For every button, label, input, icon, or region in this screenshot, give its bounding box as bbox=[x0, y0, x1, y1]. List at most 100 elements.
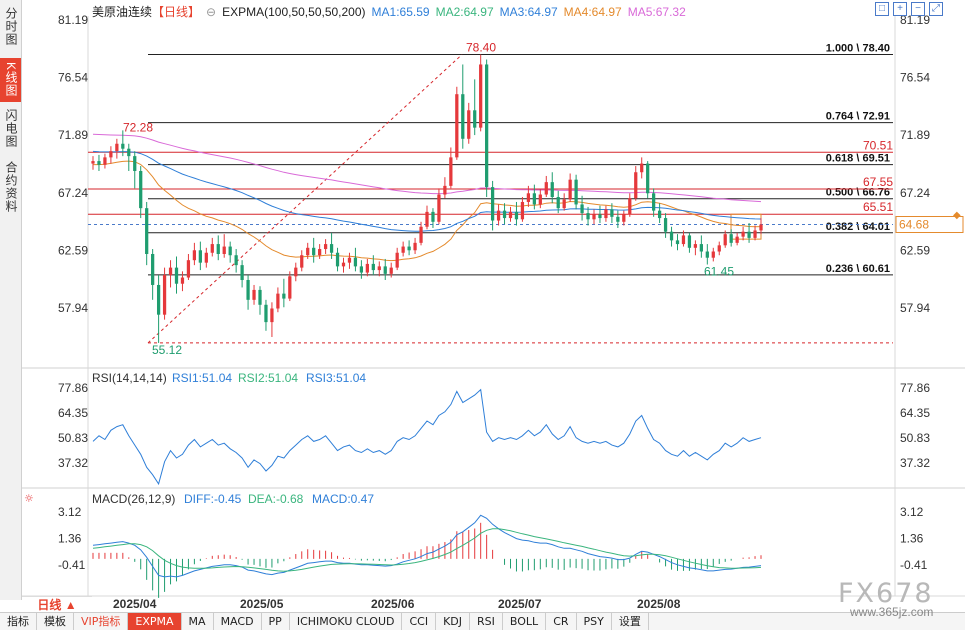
price-tick-left: 57.94 bbox=[58, 301, 88, 315]
rsi-line bbox=[92, 388, 762, 486]
candle-body bbox=[753, 230, 757, 238]
indicator-tab-3[interactable]: EXPMA bbox=[128, 613, 182, 630]
candle-body bbox=[377, 266, 381, 271]
tab-flash-chart[interactable]: 闪电图 bbox=[4, 108, 18, 148]
candle-body bbox=[628, 198, 632, 215]
fib-label: 1.000 \ 78.40 bbox=[826, 43, 890, 55]
candle-body bbox=[723, 234, 727, 246]
indicator-tab-11[interactable]: BOLL bbox=[503, 613, 547, 630]
candle-body bbox=[640, 163, 644, 173]
tab-candlestick[interactable]: K线图 bbox=[0, 58, 21, 102]
indicator-tab-5[interactable]: MACD bbox=[214, 613, 262, 630]
tab-contract-info[interactable]: 合约资料 bbox=[4, 161, 18, 213]
indicator-tab-1[interactable]: 模板 bbox=[37, 613, 74, 630]
rsi-title: RSI(14,14,14) bbox=[92, 371, 167, 385]
high-annotation: 78.40 bbox=[466, 41, 496, 55]
candle-body bbox=[574, 179, 578, 205]
candle-body bbox=[365, 263, 369, 273]
period-button[interactable]: 日线 ▲ bbox=[22, 596, 92, 612]
zoom-in-icon[interactable]: + bbox=[893, 2, 907, 16]
indicator-tab-10[interactable]: RSI bbox=[470, 613, 503, 630]
candle-body bbox=[693, 244, 698, 248]
watermark-brand: FX678 bbox=[838, 578, 934, 609]
rsi-tick-right: 50.83 bbox=[900, 431, 930, 445]
candle-body bbox=[616, 216, 620, 222]
expand-icon[interactable]: ⤢ bbox=[929, 2, 943, 16]
candle-body bbox=[335, 252, 340, 267]
period-label[interactable]: 【日线】 bbox=[152, 5, 201, 19]
candle-body bbox=[652, 193, 656, 211]
watermark-logo: FX678 www.365jz.com bbox=[838, 578, 934, 619]
current-price-tag bbox=[895, 216, 964, 234]
indicator-tab-8[interactable]: CCI bbox=[402, 613, 437, 630]
rsi-tick-right: 37.32 bbox=[900, 456, 930, 470]
indicator-tab-14[interactable]: 设置 bbox=[612, 613, 649, 630]
candle-body bbox=[389, 267, 393, 274]
tab-time-chart[interactable]: 分时图 bbox=[4, 6, 18, 46]
candle-body bbox=[270, 308, 274, 323]
candle-body bbox=[210, 244, 214, 253]
time-axis-label: 2025/08 bbox=[637, 597, 681, 611]
candle-body bbox=[431, 211, 435, 222]
macd-tick-left: 3.12 bbox=[58, 505, 82, 519]
candle-body bbox=[455, 94, 459, 158]
candle-body bbox=[538, 194, 542, 205]
indicator-tab-4[interactable]: MA bbox=[182, 613, 214, 630]
rsi3-label: RSI3:51.04 bbox=[306, 371, 366, 385]
candle-body bbox=[109, 151, 113, 158]
price-tick-left: 71.89 bbox=[58, 128, 88, 142]
price-tick-right: 62.59 bbox=[900, 243, 930, 257]
rsi1-label: RSI1:51.04 bbox=[172, 371, 232, 385]
candle-body bbox=[479, 64, 483, 128]
indicator-tab-13[interactable]: PSY bbox=[577, 613, 612, 630]
macd-tick-right: 1.36 bbox=[900, 531, 924, 545]
macd-title: MACD(26,12,9) bbox=[92, 492, 175, 506]
candle-body bbox=[496, 210, 501, 221]
square-icon[interactable]: □ bbox=[875, 2, 889, 16]
candle-body bbox=[681, 235, 686, 245]
macd-tick-right: 3.12 bbox=[900, 505, 924, 519]
candle-body bbox=[306, 247, 310, 256]
price-tick-right: 57.94 bbox=[900, 301, 930, 315]
candle-body bbox=[312, 247, 316, 256]
candle-body bbox=[735, 236, 739, 243]
indicator-tab-6[interactable]: PP bbox=[262, 613, 290, 630]
settings-icon[interactable]: ⊖ bbox=[206, 5, 217, 19]
left-high-annotation: 72.28 bbox=[123, 120, 153, 134]
candle-body bbox=[97, 161, 101, 165]
candle-body bbox=[341, 262, 346, 267]
candle-body bbox=[669, 231, 674, 241]
rsi2-label: RSI2:51.04 bbox=[238, 371, 298, 385]
indicator-tab-9[interactable]: KDJ bbox=[436, 613, 471, 630]
candle-body bbox=[586, 213, 590, 220]
indicator-tab-12[interactable]: CR bbox=[546, 613, 577, 630]
side-tab-bar: 分时图 K线图 闪电图 合约资料 bbox=[0, 0, 22, 600]
candle-body bbox=[294, 267, 298, 277]
candle-body bbox=[115, 143, 119, 152]
time-axis-label: 2025/05 bbox=[240, 597, 284, 611]
low-annotation: 55.12 bbox=[152, 343, 182, 357]
candle-body bbox=[216, 244, 220, 254]
candle-body bbox=[634, 172, 638, 199]
candle-body bbox=[347, 257, 352, 263]
trend-line bbox=[147, 54, 463, 344]
price-tick-left: 67.24 bbox=[58, 186, 88, 200]
zoom-out-icon[interactable]: − bbox=[911, 2, 925, 16]
indicator-tab-2[interactable]: VIP指标 bbox=[74, 613, 129, 630]
ma5-label: MA5:67.32 bbox=[627, 5, 686, 19]
rsi-tick-left: 77.86 bbox=[58, 381, 88, 395]
price-tick-left: 76.54 bbox=[58, 71, 88, 85]
indicator-tab-7[interactable]: ICHIMOKU CLOUD bbox=[290, 613, 403, 630]
macd-dea-line bbox=[92, 528, 762, 572]
ma1-label: MA1:65.59 bbox=[371, 5, 430, 19]
candle-body bbox=[485, 64, 489, 188]
candle-body bbox=[258, 289, 262, 305]
candle-body bbox=[747, 231, 751, 238]
indicator-tab-0[interactable]: 指标 bbox=[0, 613, 37, 630]
rsi-tick-left: 37.32 bbox=[58, 456, 88, 470]
time-axis-label: 2025/06 bbox=[371, 597, 415, 611]
ma4-label: MA4:64.97 bbox=[563, 5, 622, 19]
candle-body bbox=[580, 204, 584, 214]
rsi-tick-left: 64.35 bbox=[58, 406, 88, 420]
